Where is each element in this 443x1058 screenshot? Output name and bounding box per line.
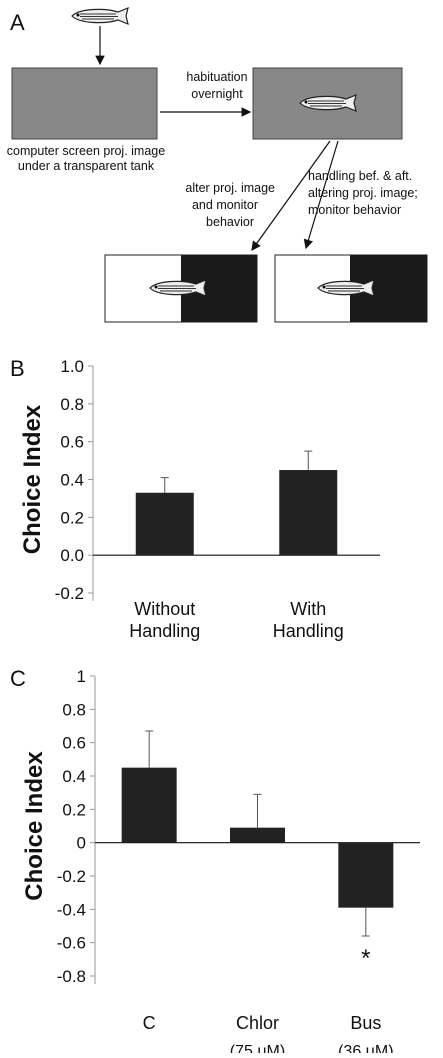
panel-label: A	[10, 10, 25, 35]
y-tick-label: 0	[77, 834, 86, 853]
y-tick-label: -0.2	[55, 584, 84, 603]
caption: handling bef. & aft.	[308, 169, 412, 183]
y-tick-label: 0.4	[62, 767, 86, 786]
y-tick-label: -0.4	[57, 900, 86, 919]
caption: overnight	[191, 87, 243, 101]
y-tick-label: 0.4	[60, 471, 84, 490]
y-tick-label: 0.2	[62, 800, 86, 819]
y-tick-label: 1.0	[60, 357, 84, 376]
y-tick-label: 0.0	[60, 546, 84, 565]
y-tick-label: -0.2	[57, 867, 86, 886]
significance-mark: *	[361, 945, 370, 972]
y-axis-title: Choice Index	[19, 404, 46, 554]
caption: and monitor	[192, 198, 258, 212]
x-tick-label: Without Handling	[129, 599, 200, 641]
caption: under a transparent tank	[18, 159, 155, 173]
x-tick-sublabel: (75 μM)	[230, 1043, 285, 1053]
bar	[338, 842, 394, 908]
bar	[121, 767, 177, 843]
caption: computer screen proj. image	[7, 144, 165, 158]
caption: habituation	[186, 70, 247, 84]
arrow	[251, 140, 331, 251]
panel-label: B	[10, 356, 25, 381]
bar	[279, 470, 338, 556]
x-tick-label: C	[143, 1013, 156, 1033]
x-tick-label: With Handling	[273, 599, 344, 641]
bar	[135, 492, 194, 556]
caption: alter proj. image	[185, 181, 275, 195]
y-tick-label: 0.2	[60, 508, 84, 527]
arrow	[303, 140, 339, 250]
y-tick-label: 0.8	[60, 395, 84, 414]
x-tick-label: Bus	[350, 1013, 381, 1033]
y-tick-label: -0.6	[57, 934, 86, 953]
caption: altering proj. image;	[308, 186, 418, 200]
caption: monitor behavior	[308, 203, 401, 217]
bar	[230, 827, 285, 843]
y-tick-label: 0.6	[62, 734, 86, 753]
y-tick-label: 0.8	[62, 700, 86, 719]
x-tick-sublabel: (36 μM)	[338, 1043, 393, 1053]
y-tick-label: 1	[77, 667, 86, 686]
panel-label: C	[10, 666, 26, 691]
y-axis-title: Choice Index	[21, 751, 48, 901]
tank	[11, 67, 158, 140]
fish-icon	[71, 7, 129, 25]
y-tick-label: -0.8	[57, 967, 86, 986]
caption: behavior	[206, 215, 254, 229]
y-tick-label: 0.6	[60, 433, 84, 452]
x-tick-label: Chlor	[236, 1013, 279, 1033]
